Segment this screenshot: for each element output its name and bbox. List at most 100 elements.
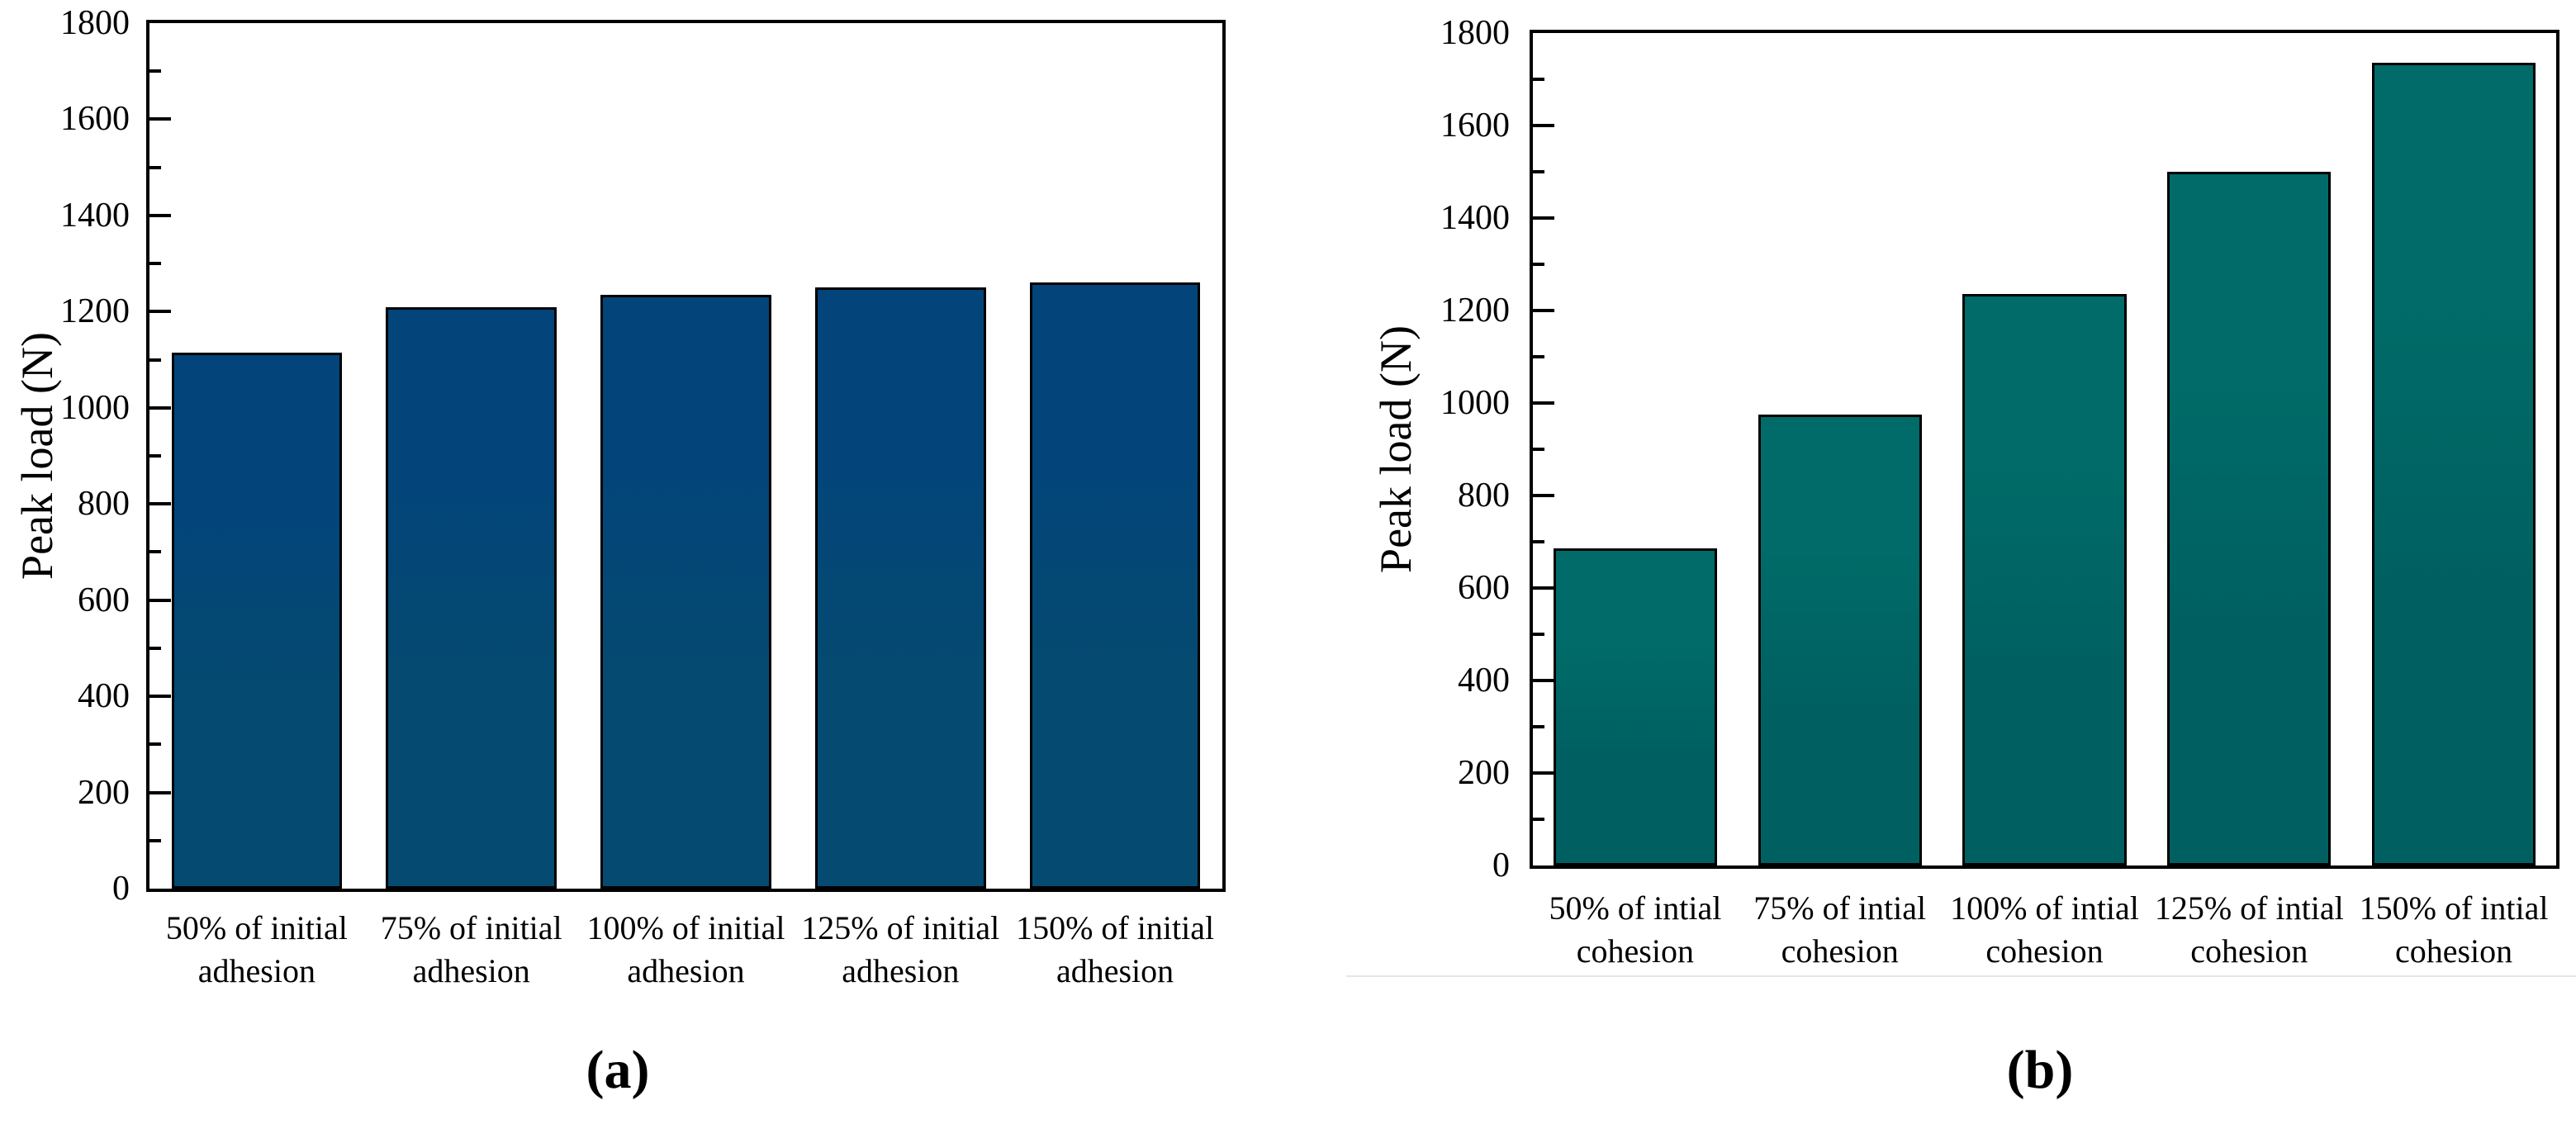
y-axis-minor-tick — [1533, 78, 1544, 81]
x-category-label: 125% of intial cohesion — [2126, 887, 2372, 973]
y-axis-tick-label: 0 — [1492, 847, 1510, 884]
y-axis-tick-label: 1600 — [60, 100, 130, 139]
y-axis-minor-tick — [1533, 540, 1544, 543]
x-category-label: 50% of intial cohesion — [1512, 887, 1758, 973]
y-axis-tick-label: 200 — [78, 773, 130, 812]
plot-area-a: 0 200 400 600 800 1000 1200 1400 1600 1800 50% of … — [60, 4, 1226, 989]
y-axis-minor-tick — [149, 550, 161, 554]
y-axis-minor-tick — [149, 69, 161, 74]
bar-150pct — [2371, 63, 2536, 866]
x-category-label-line: 100% of initial — [586, 909, 785, 946]
y-axis-major-tick — [1533, 586, 1554, 590]
bar-75pct — [1758, 415, 1922, 866]
x-category-label-line: cohesion — [1576, 932, 1694, 970]
y-axis-tick-label: 1200 — [1440, 292, 1510, 330]
x-category-label-line: cohesion — [2190, 932, 2308, 970]
x-category-label-line: 50% of initial — [165, 909, 348, 946]
x-category-label-line: 125% of initial — [801, 909, 1000, 946]
y-axis-tick-label: 1000 — [1440, 384, 1510, 422]
y-axis-major-tick — [149, 598, 171, 602]
x-category-label-line: cohesion — [1781, 932, 1899, 970]
bar-50pct — [171, 352, 343, 889]
y-axis-major-tick — [149, 213, 171, 217]
y-axis-title-a: Peak load (N) — [12, 332, 62, 580]
x-category-label-line: 125% of intial — [2154, 889, 2344, 927]
y-axis-major-tick — [149, 405, 171, 410]
y-axis-tick-label: 800 — [1458, 477, 1510, 515]
x-category-label-line: 50% of intial — [1549, 889, 1722, 927]
x-category-label: 100% of intial cohesion — [1922, 887, 2168, 973]
y-axis-tick-label: 1400 — [1440, 199, 1510, 237]
y-axis-tick-label: 600 — [78, 581, 130, 619]
bar-100pct — [600, 294, 771, 889]
y-axis-major-tick — [149, 117, 171, 121]
y-axis-tick-label: 1400 — [60, 196, 130, 235]
x-category-label-line: adhesion — [1056, 952, 1174, 989]
x-category-label-line: 100% of intial — [1950, 889, 2139, 927]
x-category-label-line: cohesion — [2394, 932, 2513, 970]
y-axis-minor-tick — [1533, 355, 1544, 358]
bar-75pct — [386, 306, 557, 889]
y-axis-tick-label: 200 — [1458, 754, 1510, 792]
y-axis-minor-tick — [1533, 448, 1544, 451]
x-category-label: 100% of initial adhesion — [558, 907, 814, 993]
y-axis-minor-tick — [149, 165, 161, 169]
y-axis-title-b: Peak load (N) — [1371, 325, 1421, 573]
x-category-label-line: 150% of initial — [1016, 909, 1215, 946]
x-category-label-line: adhesion — [197, 952, 315, 989]
y-axis-minor-tick — [149, 742, 161, 747]
y-axis-major-tick — [1533, 216, 1554, 220]
y-axis-tick-label: 1200 — [60, 292, 130, 331]
x-category-label-line: cohesion — [1985, 932, 2104, 970]
y-axis-tick-label: 400 — [78, 677, 130, 716]
x-category-label: 75% of intial cohesion — [1717, 887, 1963, 973]
bar-100pct — [1962, 294, 2127, 866]
y-axis-minor-tick — [149, 454, 161, 458]
x-category-label: 150% of intial cohesion — [2331, 887, 2576, 973]
y-axis-minor-tick — [1533, 263, 1544, 266]
y-axis-major-tick — [1533, 124, 1554, 127]
y-axis-major-tick — [1533, 679, 1554, 682]
y-axis-major-tick — [149, 310, 171, 314]
x-category-label-line: 75% of intial — [1753, 889, 1927, 927]
y-axis-minor-tick — [149, 646, 161, 650]
y-axis-tick-label: 800 — [78, 485, 130, 524]
y-axis-tick-label: 400 — [1458, 662, 1510, 700]
panel-caption-b: (b) — [2006, 1040, 2074, 1100]
bar-125pct — [2167, 172, 2332, 866]
y-axis-tick-label: 0 — [112, 870, 130, 908]
x-category-label-line: 150% of intial — [2359, 889, 2549, 927]
bar-150pct — [1029, 282, 1201, 889]
y-axis-minor-tick — [149, 838, 161, 842]
x-category-label: 150% of initial adhesion — [987, 907, 1243, 993]
y-axis-major-tick — [1533, 401, 1554, 405]
y-axis-tick-label: 1800 — [1440, 14, 1510, 52]
faint-divider-line — [1346, 975, 2576, 977]
bar-50pct — [1553, 548, 1717, 866]
x-category-label-line: adhesion — [412, 952, 530, 989]
y-axis-major-tick — [1533, 494, 1554, 497]
y-axis-minor-tick — [1533, 818, 1544, 821]
x-category-label: 125% of initial adhesion — [772, 907, 1028, 993]
y-axis-minor-tick — [149, 358, 161, 362]
x-category-label-line: adhesion — [627, 952, 745, 989]
y-axis-tick-label: 1800 — [60, 4, 130, 42]
y-axis-minor-tick — [1533, 633, 1544, 636]
y-axis-major-tick — [149, 695, 171, 699]
y-axis-minor-tick — [1533, 170, 1544, 173]
x-category-label: 50% of initial adhesion — [129, 907, 385, 993]
y-axis-minor-tick — [1533, 725, 1544, 728]
y-axis-major-tick — [149, 502, 171, 506]
y-axis-major-tick — [1533, 309, 1554, 312]
y-axis-tick-label: 1000 — [60, 388, 130, 427]
y-axis-major-tick — [1533, 771, 1554, 775]
y-axis-tick-label: 1600 — [1440, 107, 1510, 145]
y-axis-minor-tick — [149, 262, 161, 266]
plot-area-b: 0 200 400 600 800 1000 1200 1400 1600 1800 50% of … — [1440, 14, 2559, 970]
x-category-label-line: 75% of initial — [380, 909, 562, 946]
y-axis-tick-label: 600 — [1458, 569, 1510, 607]
panel-caption-a: (a) — [586, 1040, 650, 1100]
x-category-label: 75% of initial adhesion — [344, 907, 600, 993]
x-category-label-line: adhesion — [842, 952, 960, 989]
